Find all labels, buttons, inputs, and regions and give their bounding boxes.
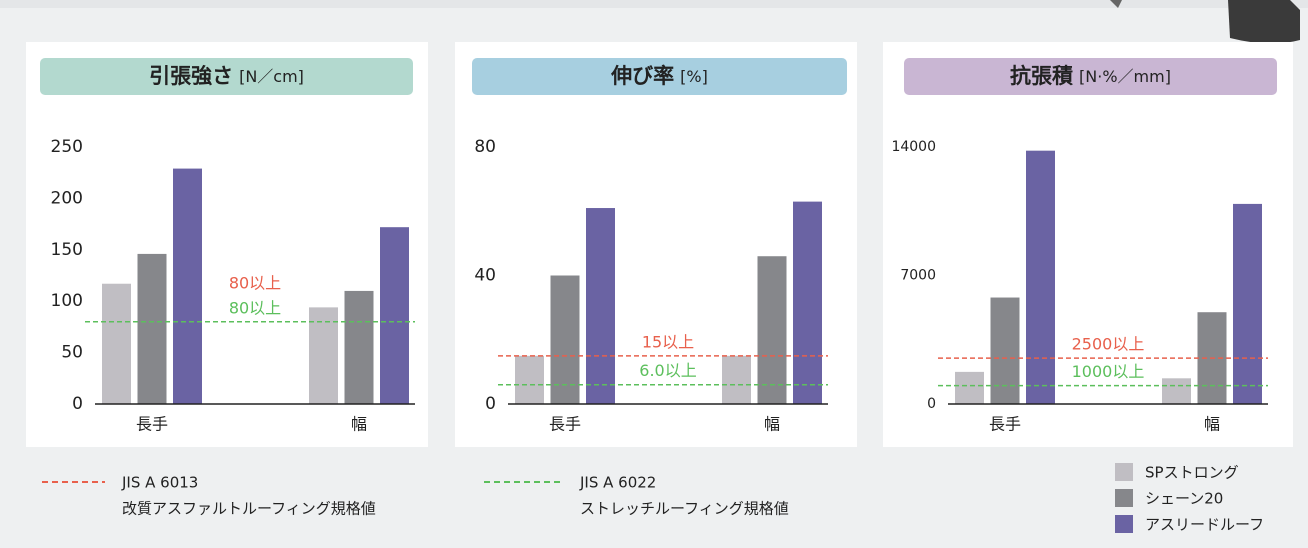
legend-label: シェーン20 [1145, 490, 1223, 508]
panel [883, 42, 1293, 447]
bar [722, 356, 751, 404]
chart-title: 引張強さ [N／cm] [149, 64, 304, 88]
bar [515, 356, 544, 404]
title-unit: [N·%／mm] [1079, 67, 1171, 86]
bar [1162, 378, 1191, 404]
reference-label: 80以上 [229, 273, 281, 292]
title-main: 抗張積 [1010, 64, 1074, 88]
reference-label: 2500以上 [1072, 335, 1145, 354]
legend-description: ストレッチルーフィング規格値 [580, 500, 789, 518]
bar [102, 284, 131, 404]
x-tick-label: 幅 [1204, 415, 1220, 434]
legend-swatch [1115, 463, 1133, 481]
y-tick-label: 80 [474, 137, 496, 157]
y-tick-label: 100 [51, 291, 83, 311]
chart-page: 引張強さ [N／cm] 0 50 100 150 200 250 長手 幅 80以上 80以上 伸び率 [… [0, 0, 1308, 544]
product-roll [1228, 0, 1300, 44]
reference-label: 80以上 [229, 298, 281, 317]
y-tick-label: 0 [485, 394, 496, 414]
x-tick-label: 長手 [136, 415, 168, 434]
reference-label: 1000以上 [1072, 362, 1145, 381]
bar [345, 291, 374, 404]
legend-swatch [1115, 489, 1133, 507]
bar [991, 298, 1020, 404]
legend-name: JIS A 6022 [579, 474, 656, 492]
title-main: 伸び率 [610, 64, 674, 88]
y-tick-label: 150 [51, 240, 83, 260]
y-tick-label: 50 [61, 343, 83, 363]
bar [1233, 204, 1262, 404]
legend-description: 改質アスファルトルーフィング規格値 [122, 500, 376, 518]
chart-title: 抗張積 [N·%／mm] [1010, 64, 1171, 88]
y-tick-label: 200 [51, 188, 83, 208]
title-unit: [%] [680, 67, 708, 86]
x-tick-label: 長手 [989, 415, 1021, 434]
reference-label: 6.0以上 [639, 361, 696, 380]
y-tick-label: 0 [72, 394, 83, 414]
y-tick-label: 14000 [891, 139, 936, 155]
y-tick-label: 250 [51, 137, 83, 157]
bar [793, 202, 822, 404]
bar [586, 208, 615, 404]
y-tick-label: 40 [474, 266, 496, 286]
y-tick-label: 7000 [900, 268, 936, 284]
title-main: 引張強さ [149, 64, 233, 88]
bar [173, 169, 202, 404]
x-tick-label: 長手 [549, 415, 581, 434]
y-tick-label: 0 [927, 396, 936, 412]
bar [758, 256, 787, 404]
bar [955, 372, 984, 404]
bar [380, 227, 409, 404]
legend-label: アスリードルーフ [1145, 516, 1264, 534]
title-unit: [N／cm] [239, 67, 304, 86]
legend-label: SPストロング [1145, 464, 1239, 482]
x-tick-label: 幅 [764, 415, 780, 434]
bar [138, 254, 167, 404]
reference-label: 15以上 [642, 332, 694, 351]
chart-title: 伸び率 [%] [610, 64, 708, 88]
x-tick-label: 幅 [351, 415, 367, 434]
legend-swatch [1115, 515, 1133, 533]
legend-name: JIS A 6013 [121, 474, 198, 492]
bar [1026, 151, 1055, 404]
page: {"chart_data": [ {"type": "bar", "title"… [0, 0, 1308, 544]
